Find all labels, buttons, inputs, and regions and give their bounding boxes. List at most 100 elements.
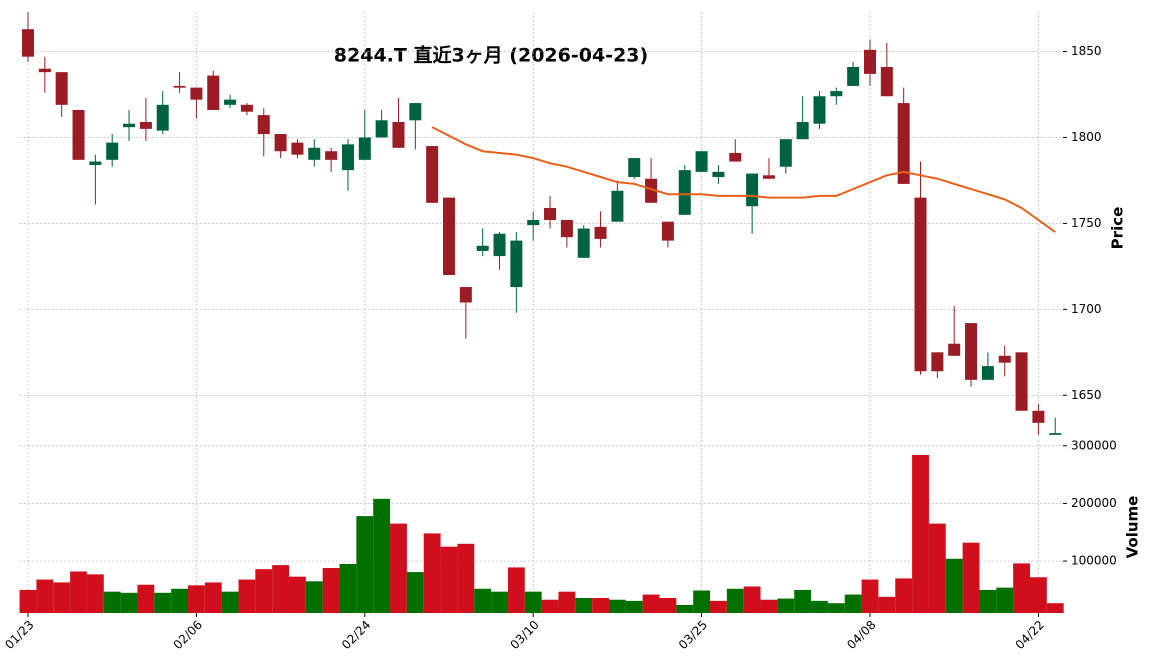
candle-body [594, 226, 607, 239]
volume-bar [19, 589, 37, 613]
candle-body [830, 91, 843, 97]
volume-bar [103, 591, 121, 613]
volume-bar [373, 498, 391, 613]
candle-body [72, 109, 85, 160]
volume-bar [238, 579, 256, 613]
volume-bar [777, 598, 795, 613]
candle-body [897, 103, 910, 184]
x-tick-label: 02/24 [339, 618, 373, 652]
candle-body [779, 139, 792, 167]
volume-bar [524, 591, 542, 613]
chart-title: 8244.T 直近3ヶ月 (2026-04-23) [334, 44, 648, 67]
volume-bar [642, 594, 660, 613]
candle-body [746, 173, 759, 207]
candle-body [965, 323, 978, 380]
candle-body [1049, 433, 1062, 435]
candle-body [139, 122, 152, 129]
candle-body [762, 175, 775, 179]
x-tick-label: 03/10 [507, 618, 541, 652]
candle-body [173, 85, 186, 88]
volume-bar [811, 600, 828, 613]
volume-bar [289, 576, 306, 613]
volume-bar [895, 578, 913, 613]
candle-body [560, 219, 573, 238]
volume-bar [406, 572, 424, 613]
candle-body [864, 49, 876, 74]
x-tick-label: 04/08 [844, 618, 878, 652]
volume-bar [204, 582, 222, 613]
candle-body [55, 72, 68, 105]
candle-body [240, 104, 253, 112]
candle-body [931, 352, 944, 372]
volume-bar [693, 590, 711, 613]
candle-body [257, 115, 270, 135]
candle-body [880, 67, 893, 97]
candle-body [38, 68, 51, 73]
candle-body [22, 29, 34, 57]
candle-body [847, 67, 860, 86]
volume-bar [390, 523, 407, 613]
candle-body [611, 190, 624, 222]
volume-bar [356, 516, 374, 613]
y-tick-label: 300000 [1071, 438, 1117, 452]
volume-bar [339, 563, 357, 613]
volume-bar [592, 598, 609, 613]
volume-bar [962, 542, 980, 613]
volume-bar [827, 603, 845, 613]
candle-body [695, 151, 708, 172]
volume-bar [996, 587, 1014, 613]
candle-body [426, 146, 439, 203]
candle-body [476, 245, 489, 251]
volume-bar [541, 599, 559, 613]
candle-body [712, 171, 725, 178]
volume-bar [70, 571, 87, 613]
volume-bar [743, 586, 761, 613]
candle-body [156, 104, 169, 131]
candle-body [796, 122, 809, 140]
volume-bar [659, 598, 677, 613]
volume-bar [1046, 603, 1064, 613]
y-tick-label: 1800 [1071, 130, 1102, 144]
volume-bar [878, 596, 896, 613]
volume-bar [120, 592, 138, 613]
volume-bar [221, 591, 239, 613]
volume-bar [187, 585, 205, 613]
candle-body [123, 123, 136, 128]
candle-body [89, 161, 102, 165]
volume-bar [137, 584, 155, 613]
volume-bar [440, 546, 458, 613]
candle-body [493, 233, 506, 257]
volume-bar [272, 565, 290, 613]
candle-body [678, 170, 691, 215]
x-tick-label: 01/23 [2, 618, 36, 652]
candle-body [729, 152, 742, 162]
volume-bar [53, 582, 71, 613]
y-tick-label: 1750 [1071, 216, 1102, 230]
volume-bar [36, 579, 54, 613]
volume-bar [794, 589, 812, 613]
candle-body [948, 343, 961, 356]
y-tick-label: 1650 [1071, 388, 1102, 402]
y-tick-label: 1850 [1071, 44, 1102, 58]
candle-body [325, 151, 338, 160]
volume-bar [625, 600, 643, 613]
volume-axis-label: Volume [1124, 496, 1142, 559]
candle-body [1032, 410, 1045, 423]
candle-body [106, 142, 119, 160]
candle-body [981, 366, 994, 380]
volume-bar [726, 588, 744, 613]
x-tick-label: 02/06 [171, 618, 205, 652]
volume-bar [928, 523, 946, 613]
candle-body [510, 240, 523, 288]
candle-body [577, 228, 590, 258]
volume-bar [1013, 563, 1030, 613]
candle-body [291, 142, 304, 155]
candle-body [459, 287, 472, 303]
volume-bar [507, 567, 525, 613]
volume-bar [86, 574, 104, 613]
candle-body [813, 96, 826, 124]
candle-body [274, 134, 287, 152]
volume-bar [491, 591, 508, 613]
volume-bar [575, 598, 593, 613]
